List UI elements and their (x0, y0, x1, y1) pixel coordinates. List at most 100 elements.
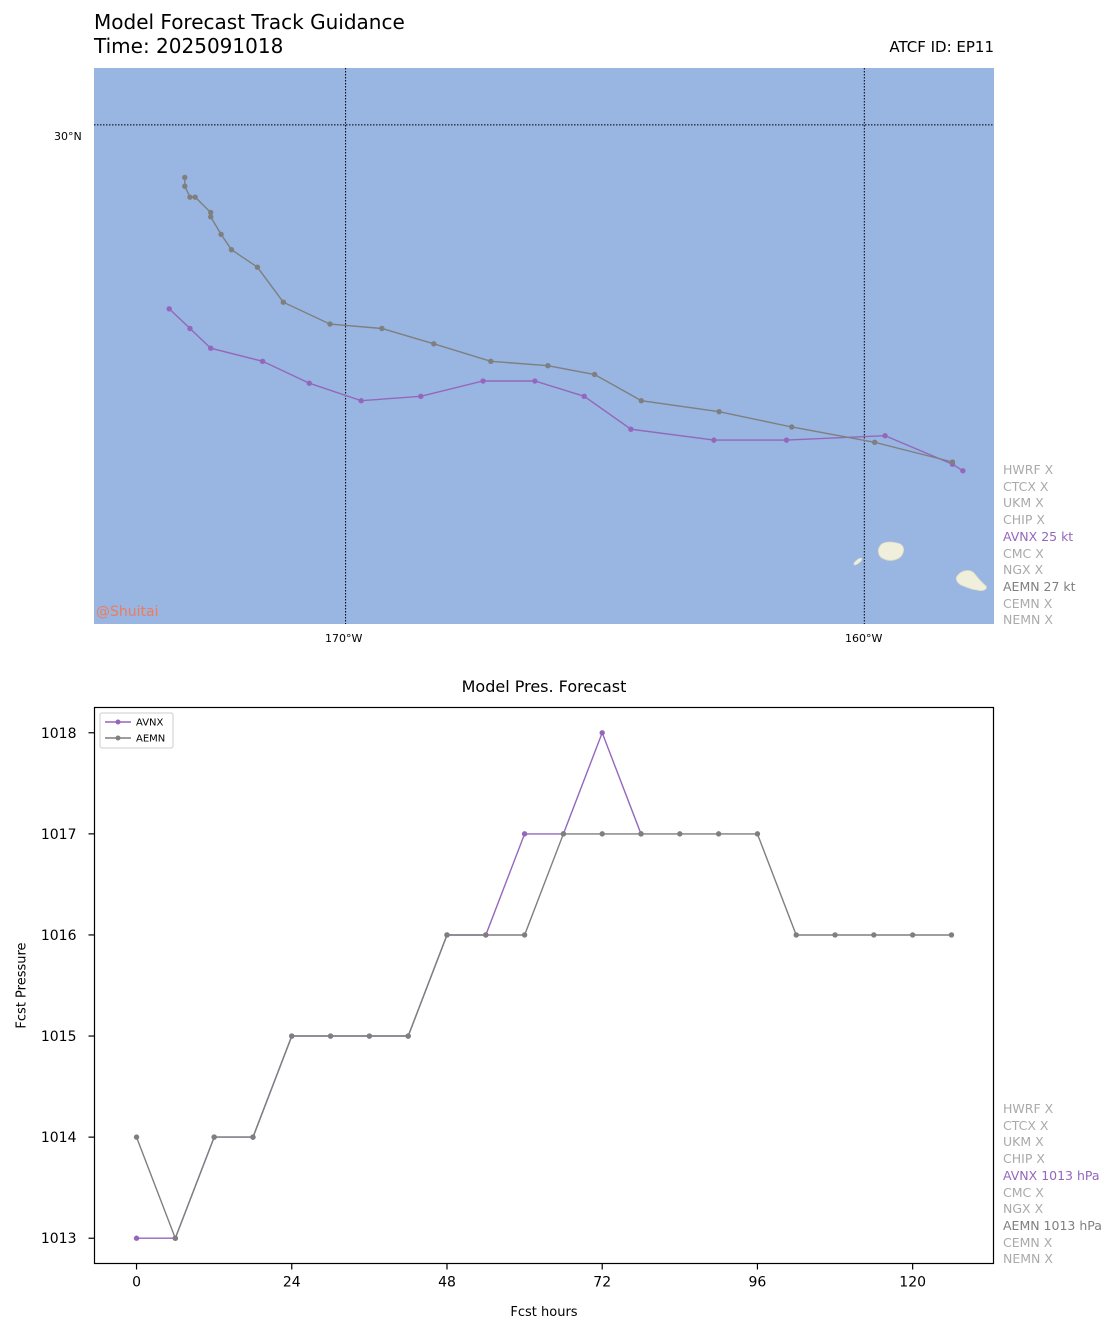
pressure-point-avnx (133, 1235, 140, 1241)
track-model-entry: HWRF X (1003, 462, 1054, 477)
track-model-entry: CTCX X (1003, 478, 1049, 494)
track-point-aemn (187, 194, 193, 200)
pressure-line-avnx (136, 730, 642, 1239)
land-islands (853, 541, 987, 592)
pressure-legend: AVNX AEMN (99, 712, 174, 749)
pressure-model-entry: HWRF X (1003, 1101, 1054, 1116)
pressure-model-entry: CMC X (1003, 1184, 1044, 1200)
pressure-point-avnx (405, 1033, 411, 1039)
pressure-point-aemn (327, 1033, 334, 1039)
pressure-model-entry: NGX X (1003, 1201, 1044, 1217)
x-tick-label: 0 (132, 1275, 141, 1291)
legend-marker-aemn (115, 735, 121, 741)
track-point-avnx (306, 380, 312, 386)
pressure-point-avnx (599, 730, 605, 736)
track-map: @Shuitai (94, 68, 994, 624)
pressure-point-avnx (560, 831, 567, 837)
island-niihau (853, 557, 863, 566)
pressure-point-aemn (211, 1134, 217, 1140)
y-tick-label: 1013 (41, 1231, 77, 1247)
pressure-model-entry: CTCX X (1003, 1117, 1049, 1133)
track-point-aemn (488, 358, 494, 365)
pressure-point-aemn (366, 1033, 373, 1039)
map-title: Model Forecast Track Guidance (94, 10, 405, 34)
pressure-point-avnx (366, 1033, 373, 1039)
pressure-chart-title: Model Pres. Forecast (461, 677, 627, 696)
legend-marker-avnx (115, 719, 121, 725)
track-point-aemn (591, 371, 598, 378)
track-point-avnx (882, 433, 888, 439)
track-point-avnx (532, 378, 538, 384)
track-point-aemn (280, 299, 287, 305)
pressure-model-entry: CHIP X (1003, 1151, 1045, 1167)
track-point-aemn (949, 459, 956, 465)
map-tracks (166, 174, 966, 474)
x-tick-label: 24 (283, 1275, 301, 1291)
pressure-point-aemn (444, 932, 450, 938)
track-model-entry: AEMN 27 kt (1003, 578, 1076, 594)
pressure-point-aemn (599, 831, 605, 837)
track-point-aemn (379, 325, 385, 332)
pressure-line-aemn (135, 833, 952, 1241)
track-model-entry: CHIP X (1003, 512, 1045, 528)
track-point-aemn (716, 408, 722, 415)
track-point-aemn (192, 194, 198, 200)
atcf-id: ATCF ID: EP11 (889, 38, 994, 56)
track-point-aemn (327, 321, 333, 327)
legend-label-avnx: AVNX (136, 718, 164, 729)
track-point-aemn (218, 231, 224, 238)
track-point-aemn (228, 246, 235, 253)
pressure-point-avnx (327, 1033, 334, 1039)
pressure-model-entry: CEMN X (1003, 1234, 1053, 1250)
track-point-aemn (254, 264, 261, 270)
track-point-avnx (418, 393, 424, 400)
track-point-avnx (711, 437, 717, 443)
island-oahu (955, 570, 987, 592)
pressure-point-aemn (560, 831, 567, 837)
pressure-point-aemn (754, 831, 761, 837)
track-point-avnx (187, 325, 193, 332)
pressure-model-entry: AVNX 1013 hPa (1003, 1167, 1100, 1183)
watermark: @Shuitai (96, 604, 159, 620)
pressure-point-aemn (289, 1033, 295, 1039)
pressure-point-aemn (172, 1235, 179, 1241)
track-model-list: HWRF X CTCX X UKM X CHIP X AVNX 25 kt CM… (1003, 462, 1076, 629)
pressure-axes: 0 24 48 72 96 120 1013 1014 1015 1016 1017 1018 (41, 726, 926, 1291)
lon-label-160w: 160°W (845, 632, 883, 645)
track-model-entry: NGX X (1003, 562, 1044, 578)
track-model-entry: CEMN X (1003, 595, 1053, 611)
track-point-avnx (960, 468, 966, 474)
pressure-point-aemn (871, 932, 877, 938)
pressure-point-aemn (521, 932, 528, 938)
pressure-lines (133, 730, 955, 1241)
x-tick-label: 48 (438, 1275, 456, 1291)
pressure-point-avnx (250, 1134, 256, 1140)
track-model-entry: NEMN X (1003, 612, 1053, 628)
pressure-model-list: HWRF X CTCX X UKM X CHIP X AVNX 1013 hPa… (1003, 1101, 1102, 1268)
pressure-model-entry: NEMN X (1003, 1251, 1053, 1267)
pressure-xlabel: Fcst hours (510, 1305, 578, 1320)
track-line-aemn (184, 177, 953, 463)
legend-label-aemn: AEMN (136, 734, 165, 745)
pressure-point-aemn (832, 932, 838, 938)
pressure-point-avnx (444, 932, 450, 938)
pressure-point-aemn (483, 932, 489, 938)
lon-label-170w: 170°W (325, 632, 363, 645)
track-point-aemn (638, 398, 644, 404)
track-line-avnx (168, 308, 964, 472)
track-point-aemn (182, 174, 188, 181)
map-gridlines (94, 68, 994, 624)
pressure-point-aemn (638, 831, 644, 837)
track-point-aemn (871, 439, 878, 446)
x-tick-label: 72 (593, 1275, 611, 1291)
pressure-point-aemn (909, 932, 916, 938)
track-point-aemn (182, 183, 188, 189)
y-tick-label: 1018 (41, 726, 77, 742)
pressure-point-aemn (677, 831, 683, 837)
pressure-point-aemn (715, 831, 722, 837)
pressure-point-aemn (133, 1134, 140, 1140)
island-kauai (877, 541, 904, 561)
pressure-point-avnx (638, 831, 644, 837)
track-point-aemn (208, 214, 214, 220)
x-tick-label: 96 (749, 1275, 767, 1291)
